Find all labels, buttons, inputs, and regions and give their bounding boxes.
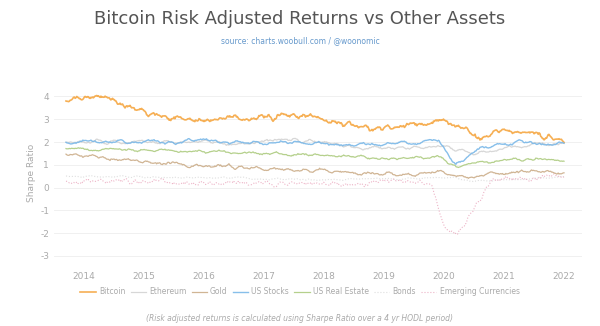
Legend: Bitcoin, Ethereum, Gold, US Stocks, US Real Estate, Bonds, Emerging Currencies: Bitcoin, Ethereum, Gold, US Stocks, US R… xyxy=(77,284,523,299)
Text: Bitcoin Risk Adjusted Returns vs Other Assets: Bitcoin Risk Adjusted Returns vs Other A… xyxy=(94,10,506,28)
Text: source: charts.woobull.com / @woonomic: source: charts.woobull.com / @woonomic xyxy=(221,36,379,45)
Y-axis label: Sharpe Ratio: Sharpe Ratio xyxy=(27,144,36,202)
Text: (Risk adjusted returns is calculated using Sharpe Ratio over a 4 yr HODL period): (Risk adjusted returns is calculated usi… xyxy=(146,314,454,323)
